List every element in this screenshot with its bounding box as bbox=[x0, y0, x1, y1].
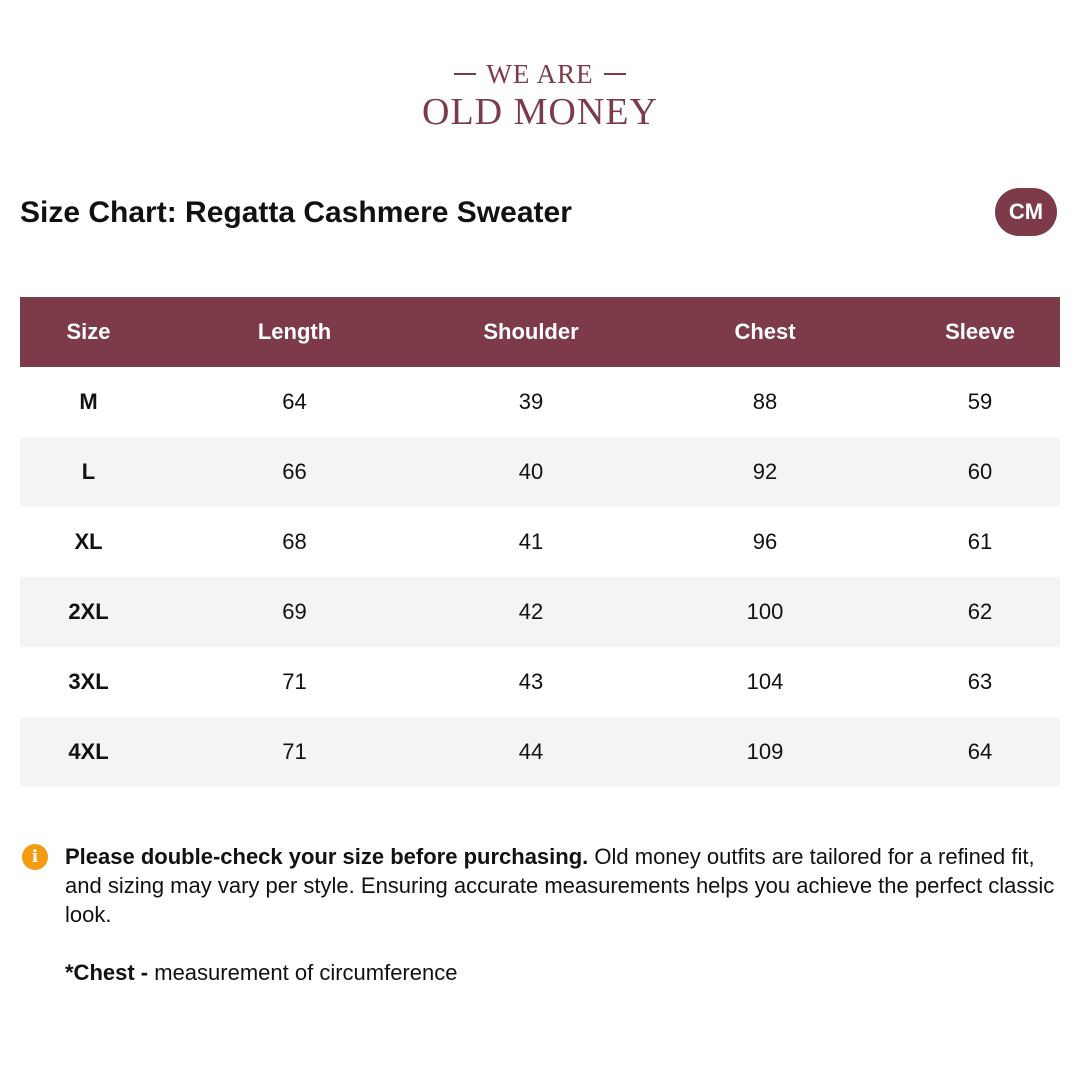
footnote-body: measurement of circumference bbox=[148, 960, 458, 985]
shoulder-cell: 40 bbox=[432, 437, 630, 507]
shoulder-cell: 39 bbox=[518, 389, 544, 414]
table-row: L 66 40 92 60 bbox=[20, 437, 1060, 507]
logo-dash-right bbox=[603, 73, 626, 75]
length-cell: 71 bbox=[157, 717, 432, 787]
size-cell: 2XL bbox=[20, 577, 157, 647]
size-cell: 4XL bbox=[20, 717, 157, 787]
size-cell: XL bbox=[74, 529, 103, 554]
sleeve-cell: 59 bbox=[967, 389, 993, 414]
sizing-note: i Please double-check your size before p… bbox=[22, 842, 1062, 929]
column-header-sleeve: Sleeve bbox=[900, 297, 1060, 367]
chest-cell: 100 bbox=[630, 577, 900, 647]
size-cell: M bbox=[79, 389, 98, 414]
sizing-note-text: Please double-check your size before pur… bbox=[65, 842, 1060, 929]
length-cell: 66 bbox=[157, 437, 432, 507]
column-header-length: Length bbox=[157, 297, 432, 367]
table-row: 3XL 71 43 104 63 bbox=[20, 647, 1060, 717]
column-header-chest: Chest bbox=[630, 297, 900, 367]
column-header-size: Size bbox=[20, 297, 157, 367]
logo-dash-left bbox=[454, 73, 477, 75]
chest-cell: 109 bbox=[630, 717, 900, 787]
footnote-bold: *Chest - bbox=[65, 960, 149, 985]
brand-bottom-line: OLD MONEY bbox=[422, 91, 658, 133]
brand-logo-top: WE ARE bbox=[0, 56, 1080, 92]
chest-footnote: *Chest - measurement of circumference bbox=[65, 958, 457, 987]
table-header-row: Size Length Shoulder Chest Sleeve bbox=[20, 297, 1060, 367]
info-icon: i bbox=[22, 844, 48, 870]
table-row: M 64 39 88 59 bbox=[20, 367, 1060, 437]
length-cell: 68 bbox=[282, 529, 307, 554]
size-cell: 3XL bbox=[68, 669, 109, 694]
chest-cell: 92 bbox=[630, 437, 900, 507]
unit-badge[interactable]: CM bbox=[995, 188, 1057, 236]
page-title: Size Chart: Regatta Cashmere Sweater bbox=[20, 196, 572, 229]
brand-logo: WE ARE OLD MONEY bbox=[0, 56, 1080, 133]
table-row: 4XL 71 44 109 64 bbox=[20, 717, 1060, 787]
brand-top-line: WE ARE bbox=[486, 58, 594, 89]
shoulder-cell: 42 bbox=[432, 577, 630, 647]
sleeve-cell: 62 bbox=[900, 577, 1060, 647]
sleeve-cell: 60 bbox=[900, 437, 1060, 507]
chest-cell: 96 bbox=[752, 529, 778, 554]
chest-cell: 104 bbox=[746, 669, 784, 694]
shoulder-cell: 44 bbox=[432, 717, 630, 787]
size-table: Size Length Shoulder Chest Sleeve M 64 3… bbox=[20, 297, 1060, 787]
sleeve-cell: 63 bbox=[967, 669, 993, 694]
shoulder-cell: 41 bbox=[518, 529, 544, 554]
chest-cell: 88 bbox=[752, 389, 778, 414]
length-cell: 69 bbox=[157, 577, 432, 647]
size-cell: L bbox=[20, 437, 157, 507]
sleeve-cell: 64 bbox=[900, 717, 1060, 787]
sizing-note-bold: Please double-check your size before pur… bbox=[65, 844, 589, 869]
sizing-note-body: Old money outfits are tailored for a ref… bbox=[65, 844, 1055, 927]
table-row: XL 68 41 96 61 bbox=[20, 507, 1060, 577]
length-cell: 71 bbox=[282, 669, 307, 694]
sleeve-cell: 61 bbox=[967, 529, 993, 554]
table-row: 2XL 69 42 100 62 bbox=[20, 577, 1060, 647]
column-header-shoulder: Shoulder bbox=[432, 297, 630, 367]
shoulder-cell: 43 bbox=[518, 669, 544, 694]
length-cell: 64 bbox=[282, 389, 307, 414]
